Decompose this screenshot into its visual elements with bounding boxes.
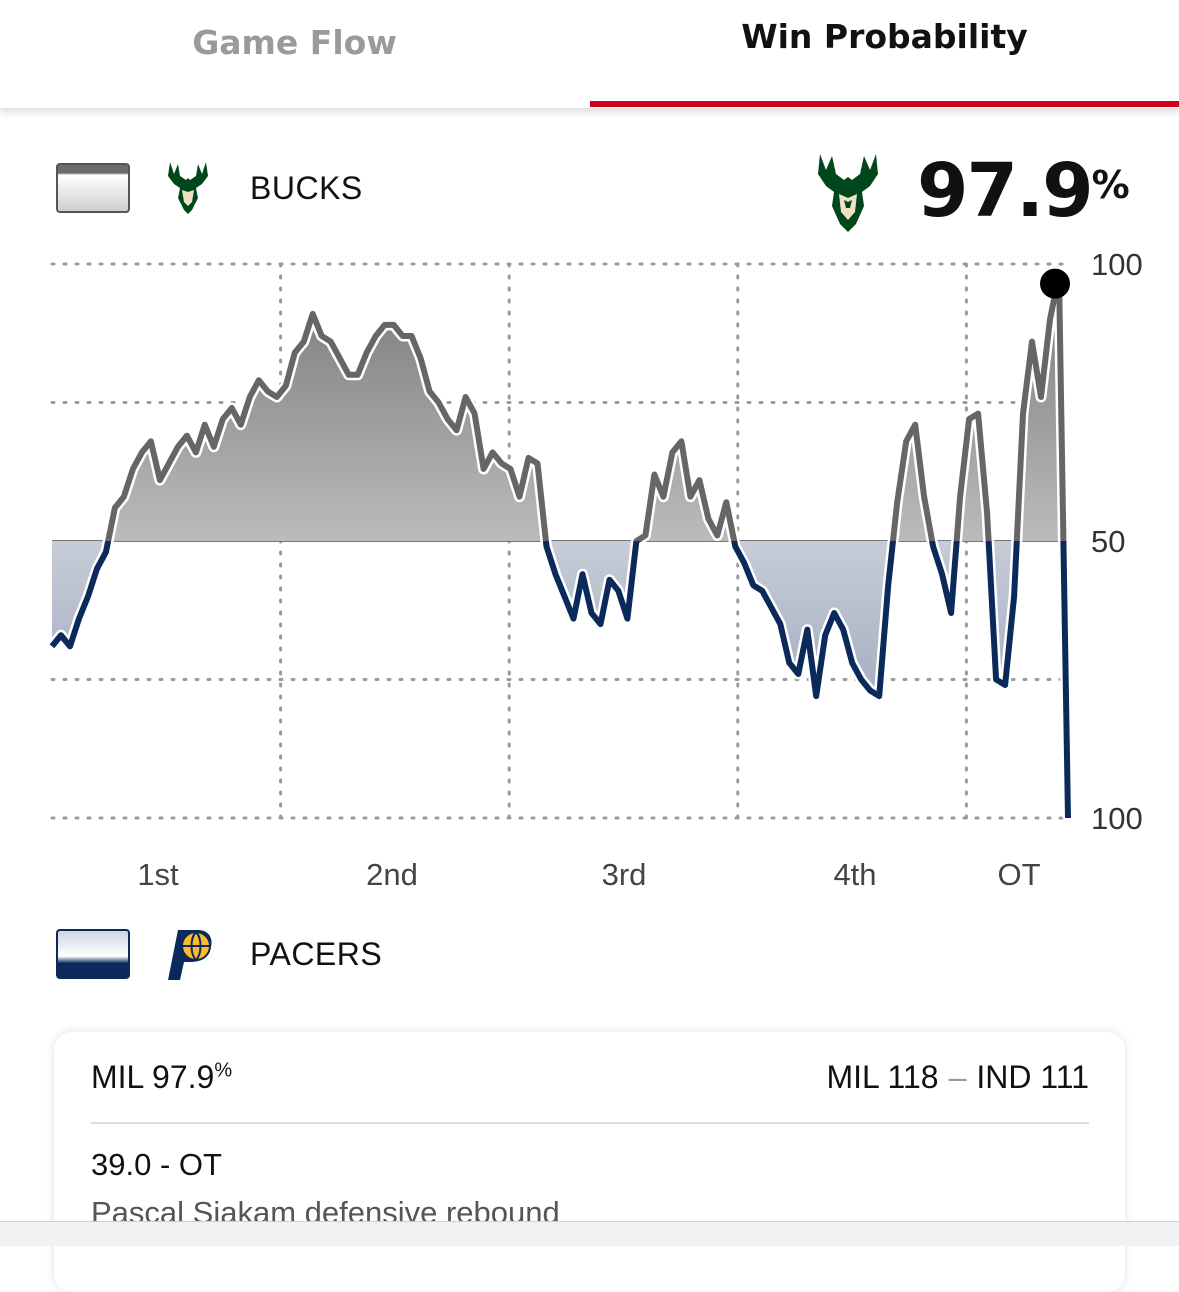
card-mil-win-pct: MIL 97.9% bbox=[91, 1059, 232, 1096]
headline-unit: % bbox=[1091, 163, 1130, 207]
card-score-mil: MIL 118 bbox=[826, 1059, 939, 1095]
card-mil-pct-unit: % bbox=[214, 1059, 233, 1082]
y-axis-label-2: 100 bbox=[1091, 801, 1143, 836]
quarter-label-1st: 1st bbox=[137, 857, 179, 892]
card-play-time: 39.0 - OT bbox=[91, 1147, 222, 1182]
card-mil-pct-value: MIL 97.9 bbox=[91, 1059, 215, 1095]
pacers-name: PACERS bbox=[250, 935, 383, 972]
headline-value: 97.9 bbox=[917, 148, 1094, 234]
play-detail-card: MIL 97.9% MIL 118– IND 111 39.0 - OT Pasc… bbox=[54, 1032, 1125, 1292]
y-axis-label-0: 100 bbox=[1091, 247, 1143, 282]
bucks-color-swatch bbox=[56, 163, 130, 213]
headline-win-percentage: 97.9% bbox=[917, 146, 1130, 236]
pacers-color-swatch bbox=[56, 929, 130, 979]
bucks-large-logo-icon bbox=[818, 154, 878, 232]
quarter-label-4th: 4th bbox=[833, 857, 876, 892]
current-point-marker bbox=[1040, 268, 1070, 299]
tab-bar: Game Flow Win Probability bbox=[0, 0, 1179, 108]
card-score-separator: – bbox=[948, 1059, 967, 1095]
pacers-logo-icon bbox=[168, 930, 212, 980]
card-divider bbox=[91, 1122, 1089, 1124]
chart-lines bbox=[47, 268, 1074, 819]
quarter-label-OT: OT bbox=[997, 857, 1040, 892]
card-score: MIL 118– IND 111 bbox=[827, 1059, 1090, 1096]
pacers-area bbox=[52, 541, 1068, 818]
chart-labels: 100 50 100 1st 2nd 3rd 4th OT bbox=[137, 247, 1142, 892]
tab-win-probability[interactable]: Win Probability bbox=[741, 16, 1028, 56]
pacers-legend: PACERS bbox=[56, 924, 382, 984]
bucks-legend: BUCKS bbox=[56, 158, 363, 218]
pacers-line bbox=[49, 541, 1071, 819]
quarter-label-3rd: 3rd bbox=[602, 857, 647, 892]
tab-game-flow[interactable]: Game Flow bbox=[192, 22, 397, 62]
card-score-ind: IND 111 bbox=[976, 1059, 1089, 1095]
chart-areas bbox=[52, 275, 1068, 818]
bucks-line bbox=[105, 272, 1067, 541]
active-tab-indicator bbox=[590, 101, 1179, 107]
bucks-logo-icon bbox=[168, 162, 208, 214]
bottom-nav-bar bbox=[0, 1221, 1179, 1246]
quarter-label-2nd: 2nd bbox=[366, 857, 418, 892]
bucks-name: BUCKS bbox=[250, 169, 363, 206]
win-probability-chart: 100 50 100 1st 2nd 3rd 4th OT bbox=[47, 247, 1143, 892]
y-axis-label-1: 50 bbox=[1091, 524, 1125, 559]
